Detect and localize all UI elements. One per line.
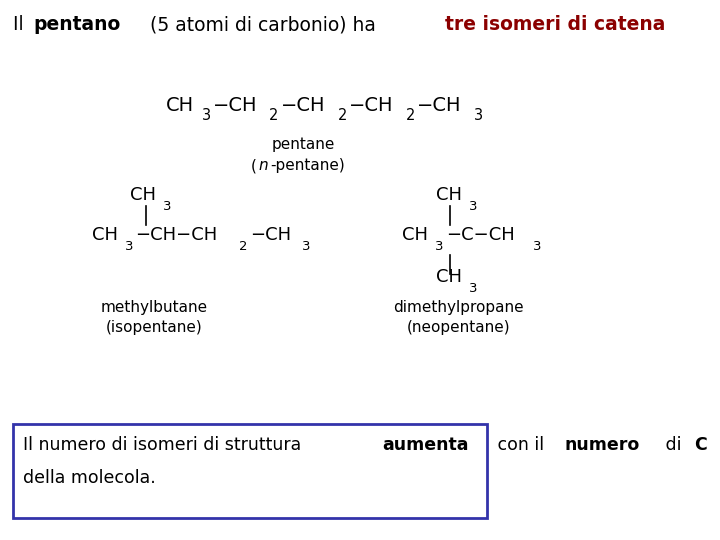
Text: (: (: [251, 158, 256, 173]
Text: 3: 3: [125, 240, 133, 253]
Text: −CH: −CH: [418, 96, 462, 114]
Text: -pentane): -pentane): [270, 158, 345, 173]
Text: CH: CH: [402, 226, 428, 244]
Text: CH: CH: [436, 186, 462, 204]
Text: dimethylpropane: dimethylpropane: [393, 300, 524, 315]
Text: pentane: pentane: [272, 137, 336, 152]
FancyBboxPatch shape: [13, 424, 487, 518]
Text: CH: CH: [130, 186, 156, 204]
Text: methylbutane: methylbutane: [100, 300, 207, 315]
Text: 3: 3: [469, 281, 477, 295]
Text: 3: 3: [435, 240, 444, 253]
Text: Il: Il: [13, 15, 30, 34]
Text: −CH: −CH: [250, 226, 292, 244]
Text: Il numero di isomeri di struttura: Il numero di isomeri di struttura: [23, 436, 307, 454]
Text: numero: numero: [564, 436, 640, 454]
Text: 3: 3: [474, 109, 483, 124]
Text: 3: 3: [469, 199, 477, 213]
Text: 2: 2: [405, 109, 415, 124]
Text: CH: CH: [91, 226, 118, 244]
Text: della molecola.: della molecola.: [23, 469, 156, 487]
Text: −CH: −CH: [349, 96, 394, 114]
Text: n: n: [258, 158, 268, 173]
Text: (neopentane): (neopentane): [407, 320, 510, 335]
Text: −CH: −CH: [281, 96, 325, 114]
Text: −CH: −CH: [213, 96, 258, 114]
Text: con il: con il: [492, 436, 549, 454]
Text: 2: 2: [269, 109, 279, 124]
Text: CH: CH: [436, 268, 462, 286]
Text: −C−CH: −C−CH: [446, 226, 515, 244]
Text: pentano: pentano: [34, 15, 121, 34]
Text: C: C: [694, 436, 706, 454]
Text: (isopentane): (isopentane): [106, 320, 202, 335]
Text: 3: 3: [163, 199, 171, 213]
Text: −CH−CH: −CH−CH: [135, 226, 217, 244]
Text: di: di: [660, 436, 687, 454]
Text: 3: 3: [202, 109, 210, 124]
Text: 2: 2: [240, 240, 248, 253]
Text: 3: 3: [302, 240, 311, 253]
Text: 3: 3: [533, 240, 541, 253]
Text: aumenta: aumenta: [382, 436, 469, 454]
Text: 2: 2: [338, 109, 347, 124]
Text: CH: CH: [166, 96, 194, 114]
Text: (5 atomi di carbonio) ha: (5 atomi di carbonio) ha: [144, 15, 382, 34]
Text: tre isomeri di catena: tre isomeri di catena: [445, 15, 665, 34]
